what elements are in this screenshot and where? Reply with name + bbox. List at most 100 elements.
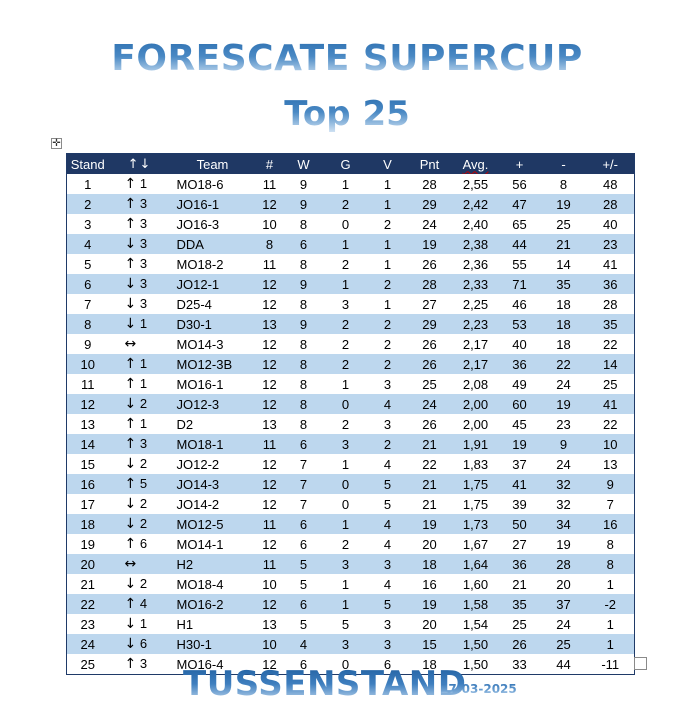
cell-goals-for: 25: [498, 614, 541, 634]
cell-won: 8: [284, 334, 323, 354]
cell-goal-diff: 1: [586, 614, 635, 634]
cell-played: 8: [254, 234, 285, 254]
cell-rank: 13: [66, 414, 109, 434]
cell-team: MO16-4: [170, 654, 255, 675]
cell-points: 28: [406, 174, 453, 194]
movement-count: 2: [139, 456, 148, 471]
arrow-up-icon: ↑: [124, 216, 137, 232]
cell-won: 7: [284, 474, 323, 494]
arrow-down-icon: ↓: [124, 236, 137, 252]
movement-count: 3: [139, 656, 148, 671]
cell-draw: 1: [322, 454, 369, 474]
cell-draw: 1: [322, 514, 369, 534]
header-won: W: [284, 153, 323, 174]
cell-goals-for: 33: [498, 654, 541, 675]
table-row: 21 ↓ 2 MO18-4 10 5 1 4 16 1,60 21 20 1: [66, 574, 635, 594]
cell-played: 13: [254, 614, 285, 634]
cell-average: 2,33: [452, 274, 499, 294]
cell-rank: 4: [66, 234, 109, 254]
cell-average: 1,50: [452, 634, 499, 654]
cell-draw: 0: [322, 394, 369, 414]
cell-goals-against: 20: [540, 574, 587, 594]
cell-played: 11: [254, 174, 285, 194]
cell-rank: 25: [66, 654, 109, 675]
cell-played: 12: [254, 454, 285, 474]
arrow-up-icon: ↑: [124, 356, 137, 372]
arrow-down-icon: ↓: [124, 316, 137, 332]
cell-average: 1,54: [452, 614, 499, 634]
movement-count: 1: [139, 316, 148, 331]
cell-rank: 5: [66, 254, 109, 274]
cell-played: 13: [254, 414, 285, 434]
cell-lost: 1: [368, 254, 407, 274]
move-arrows-icon[interactable]: ✛: [51, 138, 62, 149]
cell-goals-for: 53: [498, 314, 541, 334]
cell-movement: ↓ 1: [108, 314, 171, 334]
cell-rank: 8: [66, 314, 109, 334]
cell-points: 20: [406, 614, 453, 634]
cell-rank: 24: [66, 634, 109, 654]
cell-won: 8: [284, 354, 323, 374]
cell-goals-against: 32: [540, 494, 587, 514]
cell-goal-diff: 41: [586, 394, 635, 414]
cell-draw: 3: [322, 634, 369, 654]
cell-draw: 1: [322, 234, 369, 254]
cell-played: 12: [254, 374, 285, 394]
cell-won: 6: [284, 514, 323, 534]
table-row: 5 ↑ 3 MO18-2 11 8 2 1 26 2,36 55 14 41: [66, 254, 635, 274]
cell-average: 2,40: [452, 214, 499, 234]
table-row: 2 ↑ 3 JO16-1 12 9 2 1 29 2,42 47 19 28: [66, 194, 635, 214]
cell-rank: 21: [66, 574, 109, 594]
cell-goals-against: 14: [540, 254, 587, 274]
cell-goals-against: 18: [540, 294, 587, 314]
cell-average: 2,25: [452, 294, 499, 314]
cell-goals-against: 44: [540, 654, 587, 675]
cell-goals-for: 40: [498, 334, 541, 354]
cell-goals-against: 25: [540, 214, 587, 234]
cell-draw: 0: [322, 214, 369, 234]
cell-won: 6: [284, 534, 323, 554]
cell-goal-diff: 16: [586, 514, 635, 534]
cell-draw: 2: [322, 254, 369, 274]
cell-played: 12: [254, 654, 285, 675]
cell-lost: 4: [368, 454, 407, 474]
cell-rank: 12: [66, 394, 109, 414]
cell-won: 6: [284, 234, 323, 254]
cell-points: 21: [406, 474, 453, 494]
movement-count: 3: [139, 236, 148, 251]
cell-team: JO16-3: [170, 214, 255, 234]
movement-count: 2: [139, 496, 148, 511]
cell-won: 9: [284, 314, 323, 334]
cell-goals-for: 36: [498, 554, 541, 574]
cell-movement: ↓ 3: [108, 234, 171, 254]
cell-team: JO14-2: [170, 494, 255, 514]
movement-count: 3: [139, 256, 148, 271]
cell-goals-against: 28: [540, 554, 587, 574]
cell-movement: ↓ 1: [108, 614, 171, 634]
arrow-down-icon: ↓: [124, 576, 137, 592]
cell-lost: 5: [368, 594, 407, 614]
cell-goal-diff: 22: [586, 414, 635, 434]
cell-rank: 16: [66, 474, 109, 494]
cell-team: D2: [170, 414, 255, 434]
cell-average: 1,60: [452, 574, 499, 594]
cell-rank: 7: [66, 294, 109, 314]
table-row: 14 ↑ 3 MO18-1 11 6 3 2 21 1,91 19 9 10: [66, 434, 635, 454]
resize-handle-icon[interactable]: [634, 657, 647, 670]
table-row: 15 ↓ 2 JO12-2 12 7 1 4 22 1,83 37 24 13: [66, 454, 635, 474]
cell-lost: 1: [368, 174, 407, 194]
cell-movement: ↓ 2: [108, 514, 171, 534]
header-points: Pnt: [406, 153, 453, 174]
cell-team: H2: [170, 554, 255, 574]
cell-points: 27: [406, 294, 453, 314]
cell-goals-against: 24: [540, 614, 587, 634]
header-stand: Stand: [66, 153, 109, 174]
arrow-up-icon: ↑: [124, 416, 137, 432]
cell-goal-diff: 1: [586, 574, 635, 594]
cell-goals-for: 45: [498, 414, 541, 434]
cell-rank: 14: [66, 434, 109, 454]
movement-count: 3: [139, 276, 148, 291]
cell-lost: 3: [368, 414, 407, 434]
cell-rank: 2: [66, 194, 109, 214]
cell-movement: ↓ 3: [108, 294, 171, 314]
